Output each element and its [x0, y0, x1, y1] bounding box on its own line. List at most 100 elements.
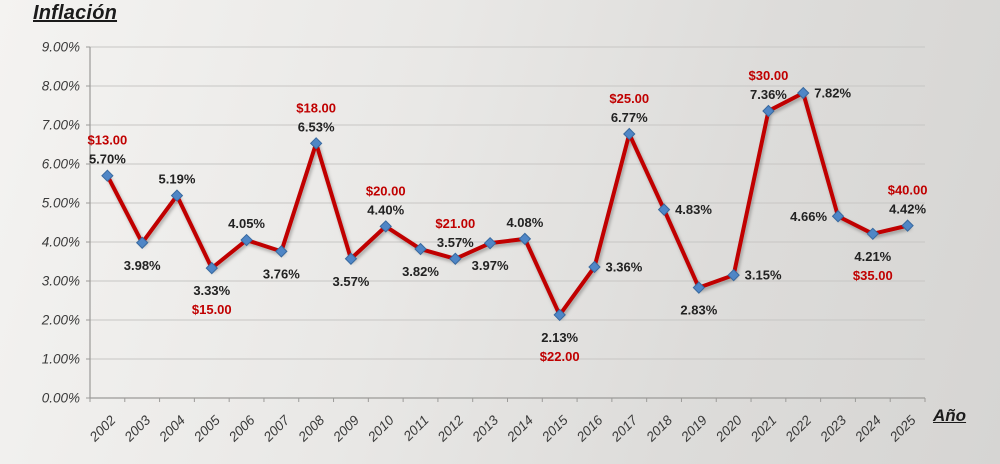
percent-label: 5.70%	[89, 152, 126, 167]
data-point-marker	[727, 268, 740, 282]
percent-label: 2.83%	[680, 303, 717, 318]
data-point-marker	[553, 308, 566, 322]
svg-text:2012: 2012	[434, 412, 467, 445]
dollar-label: $40.00	[888, 183, 928, 198]
svg-text:2010: 2010	[364, 412, 397, 445]
data-point-marker	[449, 252, 462, 265]
data-point-marker	[797, 86, 810, 100]
svg-text:2020: 2020	[712, 412, 745, 445]
svg-text:2008: 2008	[295, 412, 328, 445]
data-point-marker	[762, 104, 775, 118]
data-point-marker	[135, 236, 149, 249]
inflation-series-line	[105, 91, 910, 317]
series-markers	[101, 86, 914, 322]
data-point-marker	[901, 219, 914, 232]
percent-label: 3.98%	[124, 258, 161, 273]
svg-text:2016: 2016	[573, 412, 606, 445]
percent-label: 3.36%	[605, 259, 642, 274]
x-axis-title: Año	[933, 406, 967, 425]
percent-label: 3.57%	[333, 274, 370, 289]
svg-text:0.00%: 0.00%	[42, 391, 80, 406]
svg-text:2018: 2018	[643, 412, 676, 445]
axes	[89, 47, 926, 402]
percent-label: 4.40%	[367, 202, 404, 217]
data-point-marker	[657, 203, 671, 216]
percent-label: 3.57%	[437, 235, 474, 250]
data-point-marker	[414, 242, 427, 256]
dollar-label: $13.00	[88, 133, 128, 148]
percent-label: 3.76%	[263, 266, 300, 281]
percent-label: 7.82%	[814, 86, 851, 101]
svg-text:2023: 2023	[817, 412, 850, 445]
svg-text:2019: 2019	[677, 412, 710, 445]
svg-text:2003: 2003	[121, 412, 154, 445]
percent-label: 3.97%	[472, 258, 509, 273]
percent-label: 4.83%	[675, 202, 712, 217]
data-point-marker	[692, 281, 706, 294]
percent-label: 7.36%	[750, 87, 787, 102]
percent-label: 4.08%	[506, 215, 543, 230]
svg-text:6.00%: 6.00%	[42, 157, 80, 172]
data-point-marker	[101, 169, 114, 182]
percent-label: 4.05%	[228, 216, 265, 231]
dollar-label: $22.00	[540, 349, 580, 364]
data-point-marker	[866, 227, 880, 241]
svg-text:9.00%: 9.00%	[42, 40, 80, 55]
svg-text:2024: 2024	[851, 413, 884, 446]
svg-text:3.00%: 3.00%	[42, 274, 80, 289]
data-point-marker	[205, 261, 218, 275]
chart-title: Inflación	[33, 2, 118, 24]
data-point-marker	[588, 260, 601, 274]
dollar-label: $35.00	[853, 268, 893, 283]
percent-label: 6.53%	[298, 119, 335, 134]
svg-text:2013: 2013	[469, 412, 502, 445]
svg-text:2004: 2004	[156, 413, 189, 446]
data-point-marker	[309, 137, 323, 150]
dollar-label: $15.00	[192, 302, 232, 317]
svg-text:2005: 2005	[190, 412, 223, 445]
svg-text:2007: 2007	[260, 412, 293, 445]
svg-text:2011: 2011	[400, 413, 432, 445]
percent-label: 3.15%	[745, 268, 782, 283]
percent-label: 3.33%	[193, 283, 230, 298]
percent-label: 4.66%	[790, 209, 827, 224]
percent-label: 4.42%	[889, 202, 926, 217]
data-point-marker	[275, 245, 288, 258]
svg-text:2006: 2006	[225, 412, 258, 445]
data-point-marker	[344, 252, 358, 265]
percent-label: 6.77%	[611, 110, 648, 125]
svg-text:2025: 2025	[886, 412, 919, 445]
svg-text:2.00%: 2.00%	[41, 313, 80, 328]
dollar-label: $20.00	[366, 183, 406, 198]
dollar-label: $21.00	[435, 216, 475, 231]
data-point-marker	[240, 233, 253, 247]
svg-text:2009: 2009	[329, 412, 362, 445]
svg-text:5.00%: 5.00%	[42, 196, 80, 211]
y-axis-labels: 0.00% 1.00% 2.00% 3.00% 4.00% 5.00% 6.00% 7.00%…	[41, 40, 90, 406]
svg-text:2022: 2022	[782, 412, 815, 445]
x-axis-labels: 2002 2003 2004 2005 2006 2007 2008 2009 2010 2011…	[86, 412, 919, 445]
svg-text:1.00%: 1.00%	[42, 352, 80, 367]
percent-label: 5.19%	[159, 172, 196, 187]
data-point-marker	[518, 232, 532, 246]
percent-label: 2.13%	[541, 330, 578, 345]
percent-label: 4.21%	[854, 249, 891, 264]
svg-text:2002: 2002	[86, 412, 119, 445]
data-point-marker	[623, 127, 636, 141]
data-labels: 5.70% $13.00 3.98% 5.19% 3.33% $15.00 4.05% 3.7…	[88, 68, 928, 364]
dollar-label: $25.00	[609, 91, 649, 106]
svg-text:2021: 2021	[747, 413, 780, 446]
data-point-marker	[483, 236, 497, 250]
percent-label: 3.82%	[402, 264, 439, 279]
dollar-label: $18.00	[296, 100, 336, 115]
svg-text:2015: 2015	[538, 412, 571, 445]
data-point-marker	[379, 220, 392, 233]
dollar-label: $30.00	[749, 68, 789, 83]
svg-text:2014: 2014	[503, 413, 536, 446]
data-point-marker	[170, 189, 184, 202]
svg-text:4.00%: 4.00%	[42, 235, 80, 250]
svg-text:2017: 2017	[608, 412, 641, 445]
